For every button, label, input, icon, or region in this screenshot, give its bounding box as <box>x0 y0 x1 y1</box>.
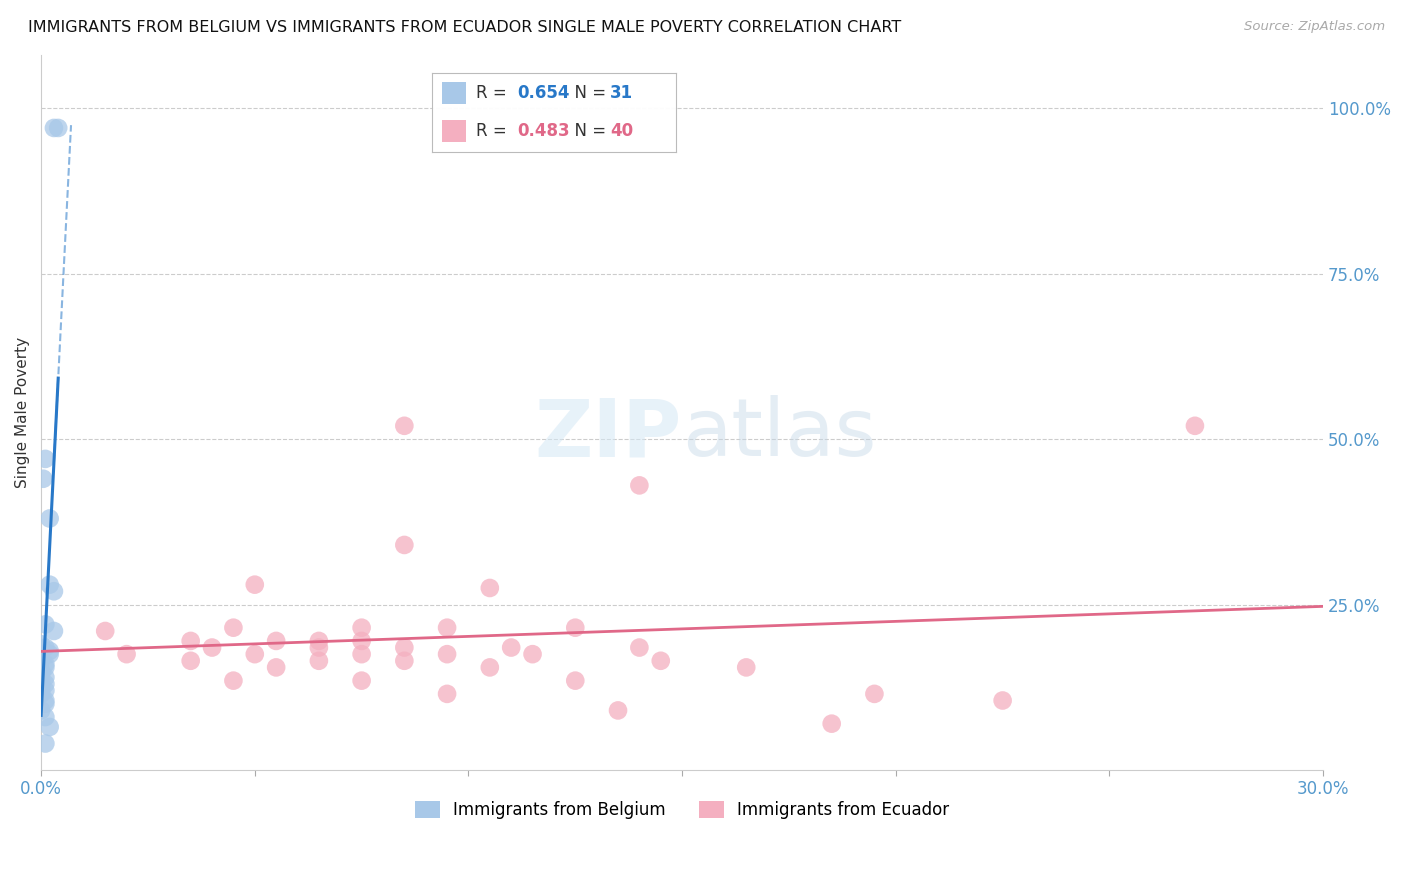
Point <box>501 640 523 655</box>
Point <box>222 673 245 688</box>
Point <box>38 577 60 591</box>
Point <box>30 703 52 717</box>
Point <box>201 640 224 655</box>
Point <box>30 673 52 688</box>
Point <box>32 472 55 486</box>
Point <box>30 680 52 694</box>
Point <box>46 120 69 135</box>
Point <box>30 683 52 698</box>
Point <box>38 647 60 661</box>
Point <box>34 683 56 698</box>
Point <box>115 647 138 661</box>
Point <box>34 737 56 751</box>
Point <box>38 644 60 658</box>
Point <box>394 538 416 552</box>
Point <box>607 703 630 717</box>
Point <box>34 640 56 655</box>
Y-axis label: Single Male Poverty: Single Male Poverty <box>15 337 30 488</box>
Point <box>38 720 60 734</box>
Point <box>222 621 245 635</box>
Point <box>350 647 373 661</box>
Point <box>308 640 330 655</box>
Point <box>628 478 651 492</box>
Point <box>350 634 373 648</box>
Point <box>243 577 266 591</box>
Point <box>1184 418 1206 433</box>
Point <box>34 451 56 466</box>
Point <box>34 670 56 684</box>
Point <box>180 654 202 668</box>
Point <box>34 677 56 691</box>
Point <box>243 647 266 661</box>
Point <box>350 621 373 635</box>
Point <box>34 710 56 724</box>
Point <box>478 660 501 674</box>
Point <box>350 673 373 688</box>
Point <box>308 634 330 648</box>
Point <box>94 624 117 638</box>
Point <box>478 581 501 595</box>
Point <box>522 647 544 661</box>
Point <box>436 687 458 701</box>
Point <box>264 634 287 648</box>
Point <box>863 687 886 701</box>
Point <box>42 584 65 599</box>
Point <box>394 654 416 668</box>
Point <box>180 634 202 648</box>
Legend: Immigrants from Belgium, Immigrants from Ecuador: Immigrants from Belgium, Immigrants from… <box>408 795 956 826</box>
Point <box>394 418 416 433</box>
Point <box>735 660 758 674</box>
Point <box>30 687 52 701</box>
Point <box>30 637 52 651</box>
Point <box>564 673 586 688</box>
Point <box>436 647 458 661</box>
Point <box>34 697 56 711</box>
Point <box>34 657 56 671</box>
Point <box>564 621 586 635</box>
Point <box>42 120 65 135</box>
Point <box>394 640 416 655</box>
Point <box>30 667 52 681</box>
Point <box>30 664 52 678</box>
Point <box>821 716 844 731</box>
Point <box>34 617 56 632</box>
Point <box>34 693 56 707</box>
Point <box>42 624 65 638</box>
Point <box>264 660 287 674</box>
Text: ZIP: ZIP <box>534 395 682 473</box>
Point <box>628 640 651 655</box>
Point <box>991 693 1014 707</box>
Point <box>650 654 672 668</box>
Text: atlas: atlas <box>682 395 876 473</box>
Point <box>308 654 330 668</box>
Point <box>38 511 60 525</box>
Point <box>34 660 56 674</box>
Point <box>436 621 458 635</box>
Point <box>30 654 52 668</box>
Text: IMMIGRANTS FROM BELGIUM VS IMMIGRANTS FROM ECUADOR SINGLE MALE POVERTY CORRELATI: IMMIGRANTS FROM BELGIUM VS IMMIGRANTS FR… <box>28 20 901 35</box>
Text: Source: ZipAtlas.com: Source: ZipAtlas.com <box>1244 20 1385 33</box>
